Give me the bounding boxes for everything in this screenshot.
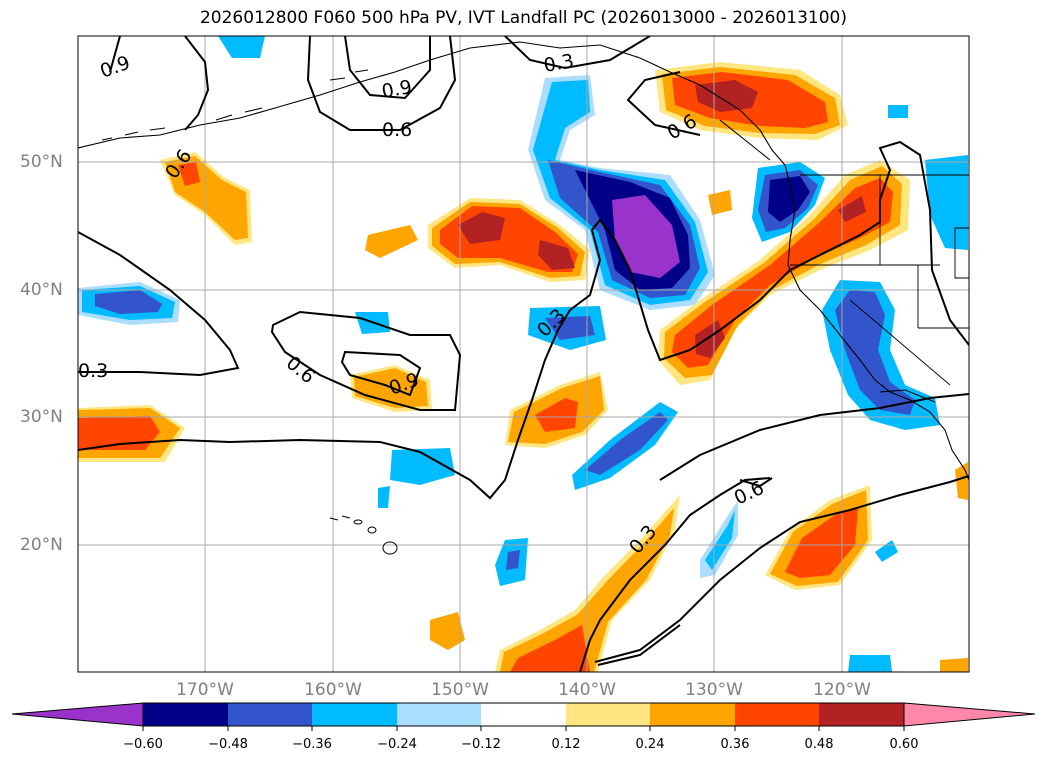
positive-region xyxy=(695,320,725,358)
gridlines xyxy=(78,36,969,672)
positive-region xyxy=(430,612,465,650)
lon-label: 170°W xyxy=(176,680,234,700)
colorbar-tick-label: 0.24 xyxy=(635,737,665,752)
positive-region xyxy=(365,225,418,258)
hawaii-islands xyxy=(329,515,398,555)
negative-region xyxy=(585,412,668,475)
colorbar-extend-low xyxy=(11,702,144,727)
negative-region xyxy=(705,510,735,570)
negative-region xyxy=(545,316,595,340)
positive-region xyxy=(672,178,893,368)
positive-region xyxy=(178,162,200,186)
colorbar-segment xyxy=(312,703,397,726)
colorbar-segment xyxy=(143,703,228,726)
negative-region xyxy=(768,176,810,222)
map-frame xyxy=(77,35,970,673)
contour-label: 0.6 xyxy=(382,119,412,141)
positive-region xyxy=(510,625,590,672)
contour-label: 0.3 xyxy=(542,50,576,77)
borders xyxy=(790,174,969,386)
colorbar-segment xyxy=(819,703,904,726)
negative-region xyxy=(95,290,162,314)
colorbar-tick-label: −0.36 xyxy=(292,737,332,752)
positive-region xyxy=(785,508,858,578)
colorbar xyxy=(11,702,1036,731)
colorbar-tick-label: −0.24 xyxy=(377,737,417,752)
lon-label: 140°W xyxy=(558,680,616,700)
shaded-fields xyxy=(78,36,968,672)
colorbar-segment xyxy=(228,703,312,726)
negative-region xyxy=(612,195,680,278)
colorbar-tick-label: 0.36 xyxy=(720,737,750,752)
negative-region xyxy=(925,155,968,250)
coastlines xyxy=(78,41,969,481)
negative-region xyxy=(378,486,390,508)
positive-region xyxy=(535,398,578,432)
contour-label: 0.3 xyxy=(78,360,108,382)
contour-label: 0.9 xyxy=(380,76,414,103)
colorbar-segment xyxy=(566,703,650,726)
lat-label: 20°N xyxy=(20,535,63,555)
negative-region xyxy=(888,105,908,118)
pv-contours xyxy=(78,36,969,672)
lat-label: 50°N xyxy=(20,152,63,172)
lat-label: 40°N xyxy=(20,280,63,300)
lon-label: 120°W xyxy=(813,680,871,700)
positive-region xyxy=(458,212,505,244)
positive-region xyxy=(538,240,575,270)
positive-region xyxy=(695,80,758,112)
colorbar-tick-label: −0.48 xyxy=(208,737,248,752)
lat-label: 30°N xyxy=(20,407,63,427)
negative-region xyxy=(218,36,265,58)
colorbar-segment xyxy=(397,703,481,726)
colorbar-tick-label: 0.48 xyxy=(804,737,834,752)
colorbar-tick-label: 0.12 xyxy=(551,737,581,752)
map-area: 0.9 0.9 0.6 0.3 0.6 0.6 0.3 0.6 0.9 0.3 … xyxy=(78,36,969,672)
positive-region xyxy=(940,658,968,672)
colorbar-segment xyxy=(735,703,819,726)
positive-region xyxy=(955,462,968,500)
map-title: 2026012800 F060 500 hPa PV, IVT Landfall… xyxy=(199,8,847,28)
colorbar-segment xyxy=(650,703,735,726)
negative-region xyxy=(848,655,892,672)
lon-label: 150°W xyxy=(431,680,489,700)
lon-label: 130°W xyxy=(685,680,743,700)
negative-region xyxy=(835,290,915,415)
colorbar-tick-label: −0.60 xyxy=(123,737,163,752)
lon-label: 160°W xyxy=(304,680,362,700)
positive-region xyxy=(78,416,160,450)
positive-region xyxy=(838,196,866,222)
colorbar-tick-label: 0.60 xyxy=(889,737,919,752)
colorbar-segment xyxy=(481,703,566,726)
colorbar-extend-high xyxy=(903,702,1036,727)
negative-region xyxy=(390,448,455,485)
colorbar-tick-label: −0.12 xyxy=(461,737,501,752)
negative-region xyxy=(506,550,520,570)
